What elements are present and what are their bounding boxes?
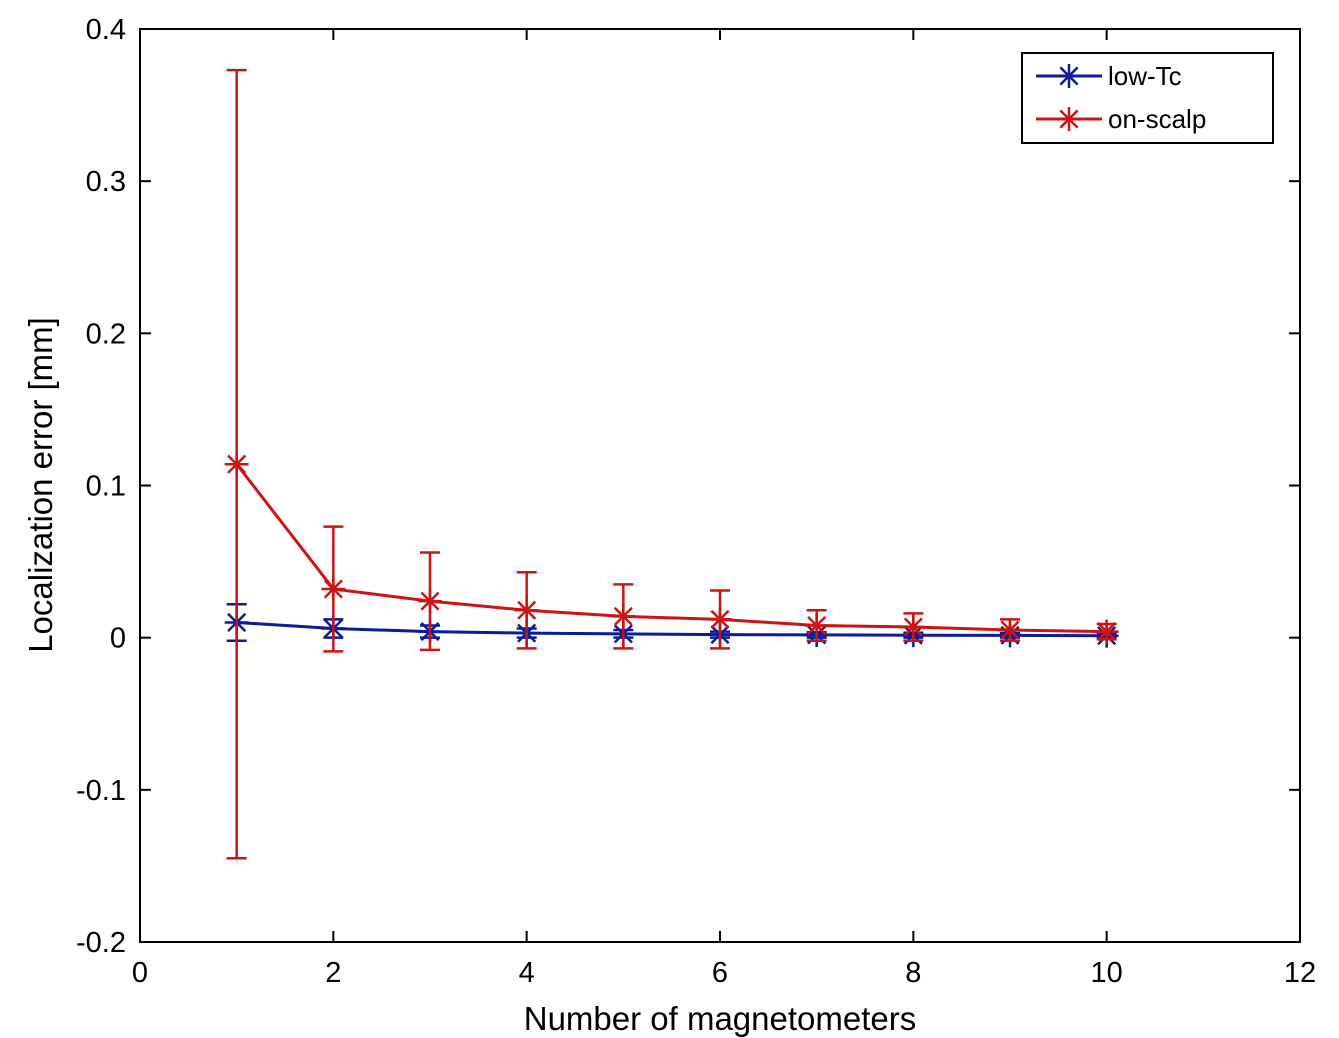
x-tick-label: 8 [905, 957, 921, 989]
y-tick-label: 0 [110, 623, 126, 655]
y-tick-label: 0.4 [86, 14, 126, 46]
y-axis-label: Localization error [mm] [22, 317, 59, 653]
y-tick-label: -0.1 [76, 775, 126, 807]
data-point [418, 589, 442, 614]
y-tick-label: 0.1 [86, 471, 126, 503]
data-point [998, 618, 1022, 643]
x-tick-label: 10 [1091, 957, 1123, 989]
data-point [611, 604, 636, 629]
x-axis-label: Number of magnetometers [524, 1000, 917, 1037]
data-point [321, 576, 346, 601]
data-point [224, 452, 249, 477]
axis-ticks: 0 2 4 6 8 10 12 -0.2 -0.1 0 0.1 0.2 0.3 0.4 [76, 14, 1316, 989]
legend-item: on-scalp [1036, 104, 1206, 134]
plot-frame [139, 28, 1301, 943]
series-line [235, 463, 1107, 634]
x-tick-label: 6 [712, 957, 728, 989]
series-on-scalp [224, 68, 1119, 860]
legend-box [1021, 52, 1274, 144]
y-tick-label: 0.3 [86, 166, 126, 198]
data-point [1094, 619, 1119, 644]
data-point [804, 613, 829, 638]
series-layer [224, 68, 1119, 860]
y-tick-label: -0.2 [76, 927, 126, 959]
x-tick-label: 12 [1284, 957, 1316, 989]
legend-item: low-Tc [1036, 61, 1182, 91]
legend-label: low-Tc [1108, 61, 1182, 91]
legend-label: on-scalp [1108, 104, 1206, 134]
legend-marker [1057, 64, 1081, 88]
y-tick-label: 0.2 [86, 318, 126, 350]
data-point [708, 607, 732, 632]
legend-marker [1057, 107, 1081, 131]
x-tick-label: 0 [132, 957, 148, 989]
data-point [514, 598, 539, 623]
x-tick-label: 2 [325, 957, 341, 989]
legend: low-Tc on-scalp [1021, 52, 1274, 144]
series-line [236, 620, 1107, 638]
x-tick-label: 4 [519, 957, 535, 989]
data-point [901, 615, 926, 640]
